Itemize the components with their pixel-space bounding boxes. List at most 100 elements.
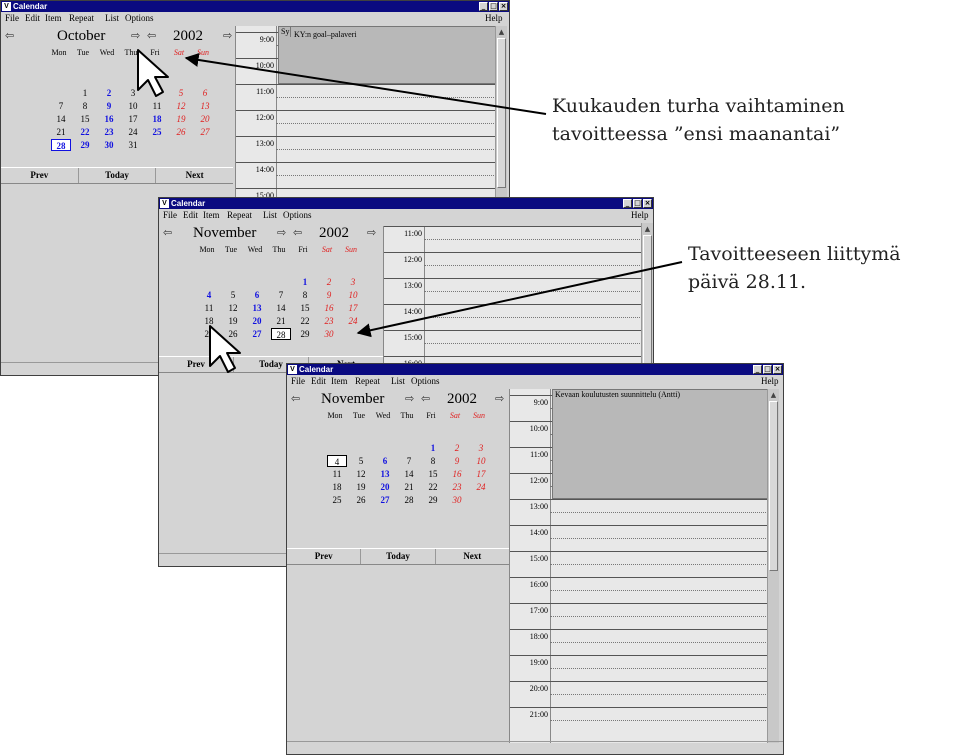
menu-item[interactable]: Item [331,376,348,386]
day-cell[interactable]: 24 [476,482,486,492]
time-slot[interactable]: 18:00 [510,629,768,656]
menu-options[interactable]: Options [283,210,312,220]
day-cell[interactable]: 28 [51,139,71,151]
next-button[interactable]: Next [463,551,482,561]
day-cell[interactable]: 30 [104,140,114,150]
maximize-button[interactable]: □ [633,199,642,208]
day-cell[interactable]: 4 [154,88,160,98]
event-block[interactable]: Sy KY:n goal–palaveri [278,26,496,84]
scroll-up-arrow-icon[interactable]: ▲ [498,28,505,36]
day-cell[interactable]: 2 [326,277,332,287]
close-button[interactable]: × [499,2,508,11]
time-slot[interactable]: 11:00 [384,226,642,253]
day-cell[interactable]: 3 [350,277,356,287]
day-cell[interactable]: 2 [454,443,460,453]
day-cell[interactable]: 6 [382,456,388,466]
day-cell[interactable]: 7 [278,290,284,300]
day-cell[interactable]: 30 [452,495,462,505]
day-cell[interactable]: 30 [324,329,334,339]
day-cell[interactable]: 5 [358,456,364,466]
prev-button[interactable]: Prev [287,549,362,564]
time-slot[interactable]: 12:00 [384,252,642,279]
day-cell[interactable]: 25 [332,495,342,505]
scroll-thumb[interactable] [643,235,652,375]
day-cell[interactable]: 26 [176,127,186,137]
day-cell[interactable]: 8 [430,456,436,466]
time-slot[interactable]: 15:00 [510,551,768,578]
maximize-button[interactable]: □ [763,365,772,374]
day-cell[interactable]: 23 [104,127,114,137]
menu-edit[interactable]: Edit [25,13,40,23]
time-slot[interactable]: 11:00 [236,84,496,111]
menu-item[interactable]: Item [45,13,62,23]
time-slot[interactable]: 14:00 [510,525,768,552]
day-cell[interactable]: 2 [106,88,112,98]
day-cell[interactable]: 14 [56,114,66,124]
day-cell[interactable]: 1 [430,443,436,453]
day-cell[interactable]: 17 [128,114,138,124]
next-year-arrow-icon[interactable]: ⇨ [367,226,377,239]
scroll-thumb[interactable] [769,401,778,571]
day-cell[interactable]: 29 [300,329,310,339]
day-cell[interactable]: 12 [176,101,186,111]
day-cell[interactable]: 24 [348,316,358,326]
next-month-arrow-icon[interactable]: ⇨ [277,226,287,239]
menu-file[interactable]: File [291,376,306,386]
day-cell[interactable]: 10 [476,456,486,466]
minimize-button[interactable]: _ [479,2,488,11]
prev-year-arrow-icon[interactable]: ⇦ [293,226,303,239]
menu-options[interactable]: Options [411,376,440,386]
day-cell[interactable]: 21 [404,482,414,492]
day-cell[interactable]: 16 [324,303,334,313]
time-slot[interactable]: 19:00 [510,655,768,682]
title-bar[interactable]: V Calendar _ □ × [287,364,783,375]
title-bar[interactable]: V Calendar _ □ × [159,198,653,209]
day-cell[interactable]: 13 [380,469,390,479]
day-cell[interactable]: 26 [228,329,238,339]
menu-options[interactable]: Options [125,13,154,23]
day-cell[interactable]: 24 [128,127,138,137]
day-cell[interactable]: 22 [428,482,438,492]
prev-month-arrow-icon[interactable]: ⇦ [163,226,173,239]
prev-button[interactable]: Prev [159,357,234,372]
next-year-arrow-icon[interactable]: ⇨ [495,392,505,405]
minimize-button[interactable]: _ [753,365,762,374]
scroll-up-arrow-icon[interactable]: ▲ [644,225,651,233]
day-cell[interactable]: 7 [58,101,64,111]
time-slot[interactable]: 13:00 [384,278,642,305]
menu-list[interactable]: List [105,13,120,23]
day-cell[interactable]: 22 [300,316,310,326]
day-cell[interactable]: 12 [356,469,366,479]
time-slot[interactable]: 13:00 [510,499,768,526]
day-cell[interactable]: 16 [104,114,114,124]
day-cell[interactable]: 16 [452,469,462,479]
menu-list[interactable]: List [263,210,278,220]
day-cell[interactable]: 4 [206,290,212,300]
scroll-up-arrow-icon[interactable]: ▲ [770,391,777,399]
day-cell[interactable]: 22 [80,127,90,137]
day-cell[interactable]: 27 [252,329,262,339]
time-slot[interactable]: 13:00 [236,136,496,163]
menu-repeat[interactable]: Repeat [227,210,252,220]
prev-month-arrow-icon[interactable]: ⇦ [5,29,15,42]
day-cell[interactable]: 6 [254,290,260,300]
day-cell[interactable]: 19 [356,482,366,492]
day-cell[interactable]: 20 [252,316,262,326]
day-cell[interactable]: 9 [326,290,332,300]
prev-year-arrow-icon[interactable]: ⇦ [147,29,157,42]
day-cell[interactable]: 1 [82,88,88,98]
day-cell[interactable]: 19 [228,316,238,326]
day-cell[interactable]: 11 [152,101,162,111]
time-slot[interactable]: 14:00 [236,162,496,189]
day-cell[interactable]: 4 [327,455,347,467]
day-cell[interactable]: 28 [271,328,291,340]
day-cell[interactable]: 10 [128,101,138,111]
day-cell[interactable]: 11 [332,469,342,479]
day-cell[interactable]: 17 [476,469,486,479]
prev-button[interactable]: Prev [1,168,79,183]
day-cell[interactable]: 14 [276,303,286,313]
day-cell[interactable]: 25 [152,127,162,137]
day-cell[interactable]: 1 [302,277,308,287]
menu-list[interactable]: List [391,376,406,386]
schedule-pane[interactable]: 9:00 10:00 11:00 12:00 13:00 14:00 15:00 16:00 1… [509,389,768,743]
